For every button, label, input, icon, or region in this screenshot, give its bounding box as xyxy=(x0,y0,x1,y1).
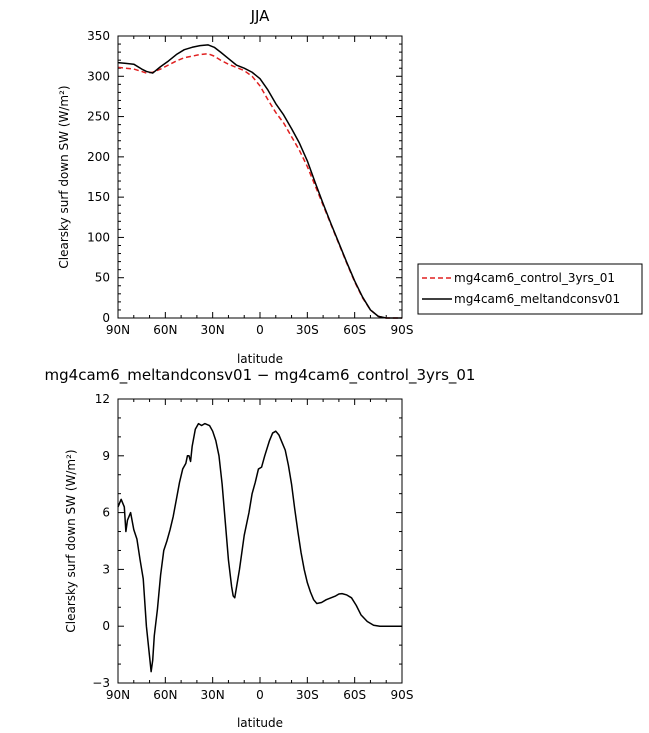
x-tick-label: 90S xyxy=(391,323,414,337)
legend-box xyxy=(417,263,643,315)
x-tick-label: 30N xyxy=(201,323,225,337)
y-axis-title: Clearsky surf down SW (W/m²) xyxy=(64,449,78,632)
series-lines xyxy=(117,422,402,673)
series-line-0 xyxy=(117,52,402,319)
chart-title-diff: mg4cam6_meltandconsv01 − mg4cam6_control… xyxy=(45,366,476,385)
y-tick-label: 50 xyxy=(95,271,110,285)
y-axis-title: Clearsky surf down SW (W/m²) xyxy=(57,85,71,268)
y-tick-labels: 0 50 100 150 200 250 300 350 xyxy=(87,29,110,325)
y-tick-label: 12 xyxy=(95,392,110,406)
series-lines xyxy=(117,44,402,319)
axis-ticks xyxy=(117,398,403,684)
y-tick-label: 300 xyxy=(87,69,110,83)
y-tick-label: 0 xyxy=(102,311,110,325)
x-tick-label: 30S xyxy=(296,688,319,702)
y-tick-label: 100 xyxy=(87,230,110,244)
x-tick-label: 90N xyxy=(106,323,130,337)
series-line-0 xyxy=(117,422,402,673)
panel-bottom: mg4cam6_meltandconsv01 − mg4cam6_control… xyxy=(45,366,476,730)
x-tick-labels: 90N 60N 30N 0 30S 60S 90S xyxy=(106,688,414,702)
x-tick-label: 90S xyxy=(391,688,414,702)
y-tick-label: 3 xyxy=(102,562,110,576)
x-tick-labels: 90N 60N 30N 0 30S 60S 90S xyxy=(106,323,414,337)
x-axis-title: latitude xyxy=(237,716,283,730)
y-tick-label: 200 xyxy=(87,150,110,164)
y-tick-label: 350 xyxy=(87,29,110,43)
y-tick-label: −3 xyxy=(92,676,110,690)
x-tick-label: 90N xyxy=(106,688,130,702)
x-tick-label: 60N xyxy=(153,688,177,702)
x-tick-label: 60S xyxy=(343,323,366,337)
y-tick-label: 6 xyxy=(102,506,110,520)
y-tick-label: 9 xyxy=(102,449,110,463)
chart-title: JJA xyxy=(250,7,271,25)
x-tick-label: 30S xyxy=(296,323,319,337)
panel-top: JJA 90N 60N 30N 0 30S 60S 90S 0 50 100 150 200 250 3… xyxy=(57,7,413,366)
series-line-1 xyxy=(117,44,402,319)
legend: mg4cam6_control_3yrs_01 mg4cam6_meltandc… xyxy=(417,263,643,315)
y-tick-label: 0 xyxy=(102,619,110,633)
y-tick-labels: −3 0 3 6 9 12 xyxy=(92,392,110,690)
x-tick-label: 0 xyxy=(256,688,264,702)
y-tick-label: 250 xyxy=(87,110,110,124)
x-tick-label: 30N xyxy=(201,688,225,702)
x-axis-title: latitude xyxy=(237,352,283,366)
x-tick-label: 0 xyxy=(256,323,264,337)
x-tick-label: 60N xyxy=(153,323,177,337)
x-tick-label: 60S xyxy=(343,688,366,702)
legend-label-melt: mg4cam6_meltandconsv01 xyxy=(454,292,620,306)
legend-label-control: mg4cam6_control_3yrs_01 xyxy=(454,271,615,285)
plot-frame xyxy=(117,35,403,319)
plot-frame xyxy=(117,398,403,684)
y-tick-label: 150 xyxy=(87,190,110,204)
